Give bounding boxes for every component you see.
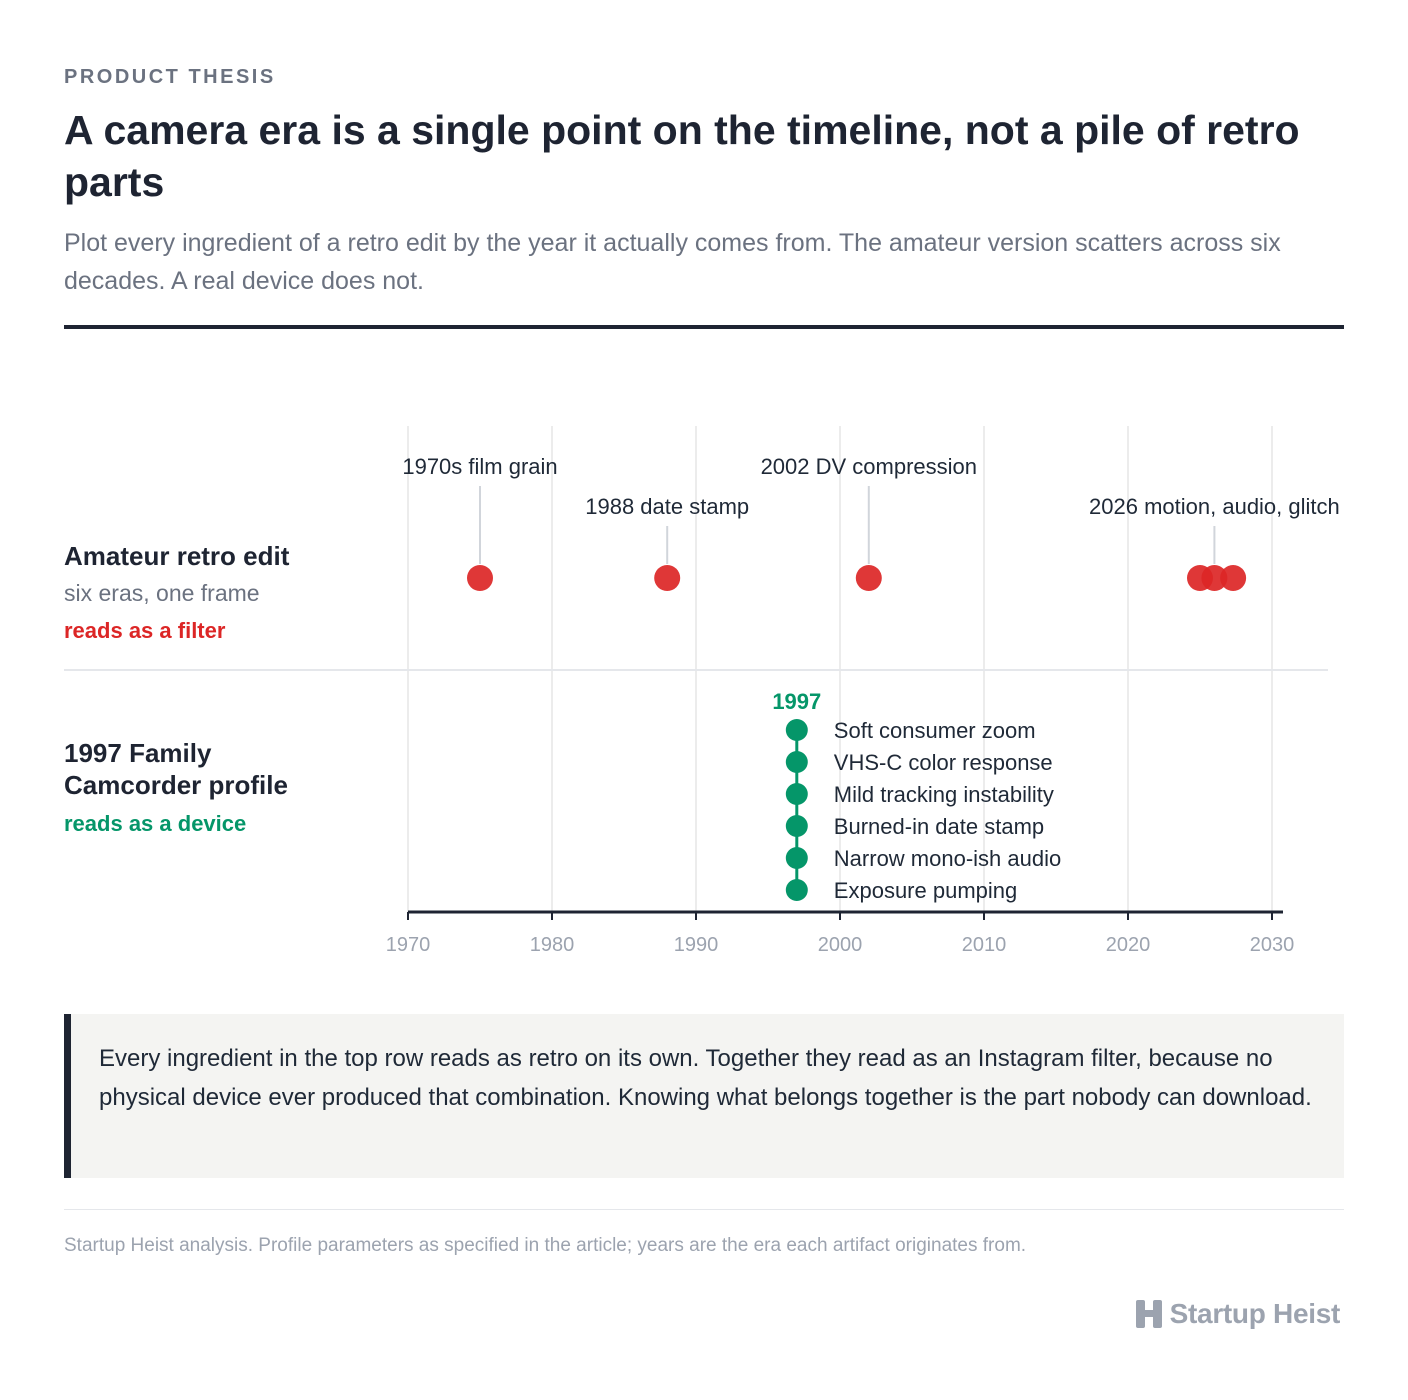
x-tick-label: 1970 [386, 934, 431, 956]
profile-point-label: Soft consumer zoom [834, 718, 1036, 743]
profile-year-label: 1997 [772, 689, 821, 714]
row-desc-amateur: six eras, one frame [64, 580, 260, 606]
amateur-point-label: 2002 DV compression [761, 454, 977, 479]
brand-name: Startup Heist [1169, 1298, 1341, 1329]
profile-point-label: Exposure pumping [834, 878, 1017, 903]
profile-point [785, 879, 808, 901]
profile-point [785, 783, 808, 805]
amateur-point-label: 2026 motion, audio, glitch [1089, 494, 1340, 519]
amateur-point-label: 1988 date stamp [585, 494, 749, 519]
row-verdict-profile: reads as a device [64, 811, 247, 836]
profile-point-label: VHS-C color response [834, 750, 1053, 775]
profile-point [785, 847, 808, 869]
profile-point [785, 815, 808, 837]
footer-rule [64, 1209, 1344, 1210]
x-tick-label: 2010 [962, 934, 1007, 956]
x-tick-label: 1990 [674, 934, 719, 956]
page-subtitle: Plot every ingredient of a retro edit by… [64, 229, 1281, 295]
x-tick-label: 2000 [818, 934, 863, 956]
x-tick-label: 2030 [1250, 934, 1295, 956]
amateur-point [1220, 565, 1247, 591]
amateur-point [467, 565, 493, 591]
amateur-point [855, 565, 882, 591]
page-title: A camera era is a single point on the ti… [64, 107, 1300, 205]
row-verdict-amateur: reads as a filter [64, 618, 226, 643]
amateur-point-label: 1970s film grain [402, 454, 557, 479]
header-rule [64, 325, 1344, 329]
row-name-profile-line2: Camcorder profile [64, 770, 288, 800]
amateur-point [1201, 565, 1228, 591]
amateur-point [1187, 565, 1213, 591]
x-tick-label: 1980 [530, 934, 575, 956]
profile-point-label: Burned-in date stamp [834, 814, 1044, 839]
callout-text: Every ingredient in the top row reads as… [99, 1045, 1312, 1111]
row-name-amateur: Amateur retro edit [64, 541, 290, 571]
profile-point-label: Narrow mono-ish audio [834, 846, 1061, 871]
profile-point [785, 751, 808, 773]
brand-logo: Startup Heist [1135, 1298, 1341, 1330]
row-label-amateur: Amateur retro edit six eras, one frame r… [64, 540, 289, 646]
profile-point-label: Mild tracking instability [834, 782, 1054, 807]
amateur-point [654, 565, 681, 591]
profile-point [785, 719, 808, 741]
heist-logo-icon [1135, 1300, 1162, 1328]
eyebrow: PRODUCT THESIS [64, 66, 276, 88]
callout-box: Every ingredient in the top row reads as… [64, 1014, 1344, 1178]
x-tick-label: 2020 [1106, 934, 1151, 956]
source-note: Startup Heist analysis. Profile paramete… [64, 1235, 1027, 1256]
row-label-profile: 1997 Family Camcorder profile reads as a… [64, 737, 288, 839]
row-name-profile-line1: 1997 Family [64, 738, 212, 768]
